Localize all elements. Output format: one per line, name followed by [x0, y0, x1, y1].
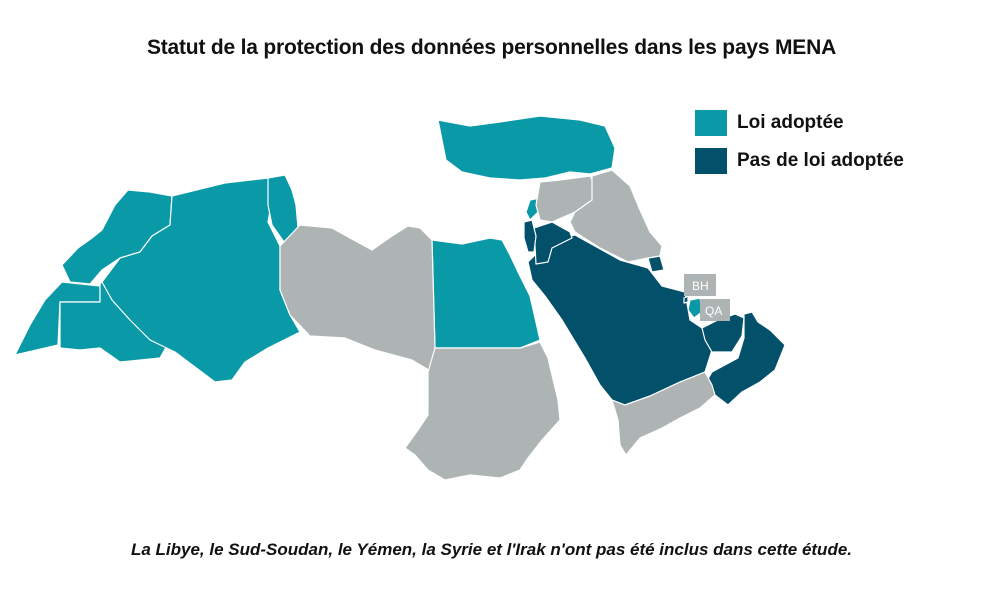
legend-item-pas-de-loi: Pas de loi adoptée: [695, 148, 904, 174]
country-bahrain[interactable]: [683, 295, 689, 304]
country-oman[interactable]: [705, 311, 786, 406]
country-sudan[interactable]: [404, 341, 561, 481]
country-libya[interactable]: [279, 224, 436, 373]
country-qatar[interactable]: [687, 297, 703, 319]
legend-swatch-loi-adoptee: [695, 110, 727, 136]
callout-qatar: QA: [700, 299, 730, 321]
country-iraq[interactable]: [569, 169, 663, 263]
legend-item-loi-adoptee: Loi adoptée: [695, 110, 904, 136]
country-turkey[interactable]: [437, 115, 616, 181]
legend-label-loi-adoptee: Loi adoptée: [737, 112, 844, 133]
footnote: La Libye, le Sud-Soudan, le Yémen, la Sy…: [130, 540, 853, 559]
country-israel-palestine[interactable]: [523, 219, 537, 253]
callout-qatar-label: QA: [705, 304, 722, 318]
legend: Loi adoptée Pas de loi adoptée: [695, 110, 904, 186]
legend-label-pas-de-loi: Pas de loi adoptée: [737, 150, 904, 171]
legend-swatch-pas-de-loi: [695, 148, 727, 174]
country-saudi-arabia[interactable]: [527, 234, 713, 406]
page-title: Statut de la protection des données pers…: [146, 36, 837, 59]
country-yemen[interactable]: [611, 371, 716, 456]
callout-bahrain: BH: [684, 274, 716, 298]
country-jordan[interactable]: [533, 221, 573, 265]
country-kuwait[interactable]: [647, 255, 665, 273]
country-egypt[interactable]: [431, 237, 541, 349]
callout-bahrain-label: BH: [692, 279, 709, 293]
